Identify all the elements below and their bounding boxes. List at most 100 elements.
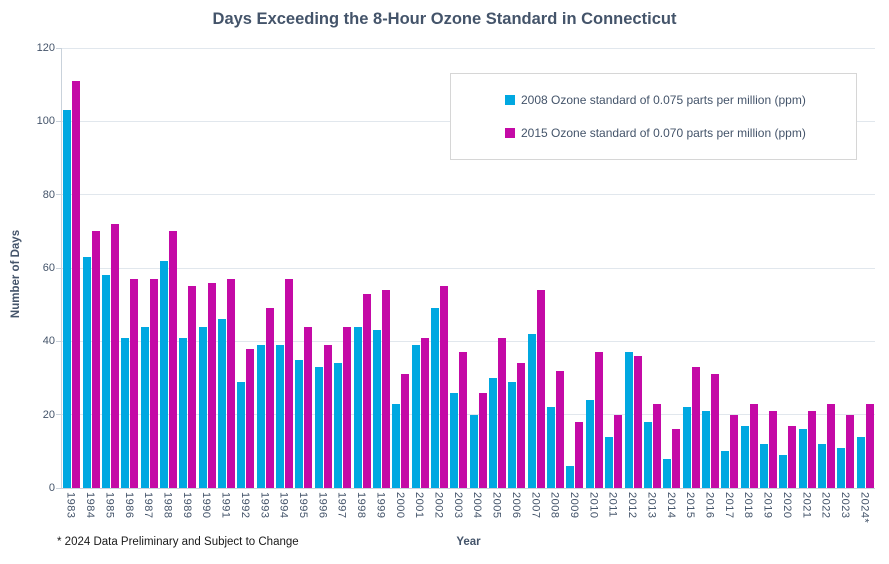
x-tick-label-1997: 1997 [335, 492, 348, 519]
x-tick-label-2018: 2018 [742, 492, 755, 519]
bar-2020-series1 [779, 455, 788, 488]
bar-2007-series1 [527, 334, 536, 488]
x-tick-label-2024: 2024* [858, 492, 871, 524]
bar-2003-series1 [450, 392, 459, 488]
bar-2015-series1 [682, 407, 691, 488]
bar-2006-series2 [517, 363, 526, 488]
chart-title: Days Exceeding the 8-Hour Ozone Standard… [212, 10, 677, 28]
bar-2005-series2 [498, 337, 507, 488]
bar-2015-series2 [691, 367, 700, 488]
bar-1989-series2 [188, 286, 197, 488]
bar-1997-series1 [334, 363, 343, 488]
bar-2000-series2 [401, 374, 410, 488]
x-tick-label-2020: 2020 [780, 492, 793, 519]
bar-2008-series2 [556, 370, 565, 488]
x-tick-label-1998: 1998 [355, 492, 368, 519]
bar-1989-series1 [179, 337, 188, 488]
x-axis-title: Year [456, 536, 481, 548]
x-tick-label-1986: 1986 [122, 492, 135, 519]
bar-2001-series1 [411, 345, 420, 488]
y-tick-label-60: 60 [42, 262, 55, 274]
bar-2023-series2 [846, 414, 855, 488]
bar-2010-series1 [585, 400, 594, 488]
y-tick-mark-40 [56, 340, 61, 342]
bar-2021-series2 [807, 411, 816, 488]
x-tick-label-2005: 2005 [490, 492, 503, 519]
bar-2022-series2 [827, 403, 836, 488]
x-tick-label-2003: 2003 [451, 492, 464, 519]
bar-2002-series2 [439, 286, 448, 488]
bar-1997-series2 [343, 326, 352, 488]
gridline-60 [62, 267, 875, 269]
bar-2009-series2 [575, 422, 584, 488]
bar-2014-series1 [663, 458, 672, 488]
bar-1996-series2 [323, 345, 332, 488]
y-tick-mark-80 [56, 194, 61, 196]
bar-2012-series2 [633, 356, 642, 488]
x-tick-label-2021: 2021 [800, 492, 813, 519]
bar-2011-series2 [614, 414, 623, 488]
bar-1990-series1 [198, 326, 207, 488]
bar-1996-series1 [314, 367, 323, 488]
bar-1994-series1 [276, 345, 285, 488]
bar-2011-series1 [605, 436, 614, 488]
bar-2017-series2 [730, 414, 739, 488]
bar-2019-series1 [760, 444, 769, 488]
x-tick-label-2012: 2012 [626, 492, 639, 519]
bar-1984-series2 [91, 231, 100, 488]
x-tick-label-1990: 1990 [200, 492, 213, 519]
bar-2004-series2 [478, 392, 487, 488]
bar-2023-series1 [837, 447, 846, 488]
y-tick-mark-100 [56, 120, 61, 122]
bar-1999-series1 [372, 330, 381, 488]
bar-2022-series1 [818, 444, 827, 488]
legend-item-2015-standard: 2015 Ozone standard of 0.070 parts per m… [505, 126, 856, 140]
bar-1993-series2 [265, 308, 274, 488]
y-tick-label-20: 20 [42, 408, 55, 421]
bar-2004-series1 [469, 414, 478, 488]
bar-2018-series2 [749, 403, 758, 488]
y-tick-label-120: 120 [36, 42, 55, 54]
y-tick-label-0: 0 [48, 482, 55, 494]
y-tick-mark-120 [56, 47, 61, 49]
legend-swatch-blue-icon [505, 95, 515, 105]
x-tick-label-2007: 2007 [529, 492, 542, 519]
bar-2017-series1 [721, 451, 730, 488]
bar-2018-series1 [740, 425, 749, 488]
x-tick-label-2022: 2022 [819, 492, 832, 519]
bar-1991-series2 [227, 279, 236, 488]
legend-swatch-magenta-icon [505, 128, 515, 138]
bar-2016-series2 [710, 374, 719, 488]
bar-2016-series1 [701, 411, 710, 488]
x-tick-label-1987: 1987 [142, 492, 155, 519]
bar-2001-series2 [420, 337, 429, 488]
bar-2014-series2 [672, 429, 681, 488]
bar-1993-series1 [256, 345, 265, 488]
bar-2009-series1 [566, 466, 575, 488]
legend-label-2008-standard: 2008 Ozone standard of 0.075 parts per m… [521, 93, 806, 107]
y-tick-mark-60 [56, 267, 61, 269]
y-tick-mark-0 [56, 487, 61, 489]
x-tick-label-1993: 1993 [258, 492, 271, 519]
bar-1983-series1 [63, 110, 72, 488]
legend-item-2008-standard: 2008 Ozone standard of 0.075 parts per m… [505, 93, 856, 107]
x-tick-label-2010: 2010 [587, 492, 600, 519]
bar-2000-series1 [392, 403, 401, 488]
y-axis-title: Number of Days [10, 229, 22, 319]
bar-1987-series2 [149, 279, 158, 488]
bar-1984-series1 [82, 257, 91, 488]
gridline-120 [62, 47, 875, 49]
bar-2024-series2 [865, 403, 874, 488]
bar-1988-series2 [168, 231, 177, 488]
bar-1999-series2 [381, 290, 390, 488]
x-tick-label-1991: 1991 [219, 492, 232, 519]
bar-2003-series2 [459, 352, 468, 488]
y-tick-mark-20 [56, 414, 61, 416]
x-tick-label-2001: 2001 [413, 492, 426, 519]
x-tick-label-2008: 2008 [548, 492, 561, 519]
gridline-40 [62, 340, 875, 342]
bar-2008-series1 [547, 407, 556, 488]
bar-2024-series1 [856, 436, 865, 488]
x-tick-label-1992: 1992 [238, 492, 251, 519]
x-tick-label-1985: 1985 [103, 492, 116, 519]
